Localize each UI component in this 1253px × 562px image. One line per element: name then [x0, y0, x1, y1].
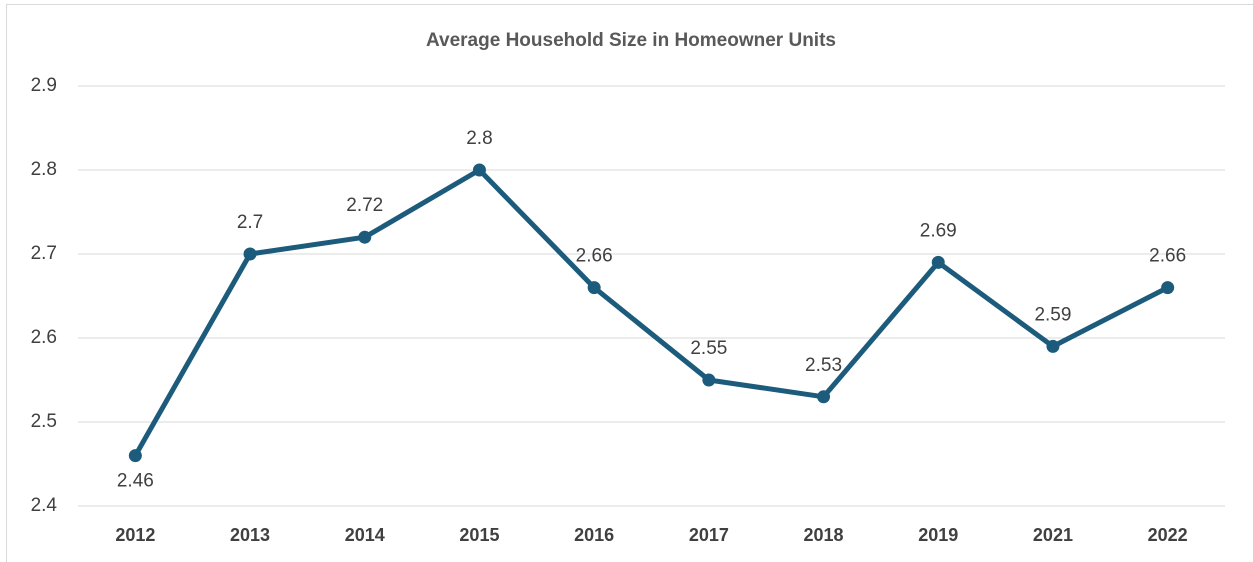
data-point — [587, 281, 601, 295]
data-label: 2.53 — [805, 355, 842, 376]
data-point — [702, 373, 716, 387]
y-tick-label: 2.6 — [31, 327, 57, 348]
data-label: 2.66 — [576, 246, 613, 267]
data-label: 2.59 — [1034, 304, 1071, 325]
data-label: 2.69 — [920, 220, 957, 241]
data-label: 2.8 — [466, 128, 492, 149]
chart-frame — [6, 4, 1253, 562]
x-tick-label: 2016 — [574, 525, 614, 545]
data-point — [128, 449, 142, 463]
y-tick-label: 2.7 — [31, 243, 57, 264]
x-tick-label: 2019 — [918, 525, 958, 545]
data-label: 2.55 — [690, 338, 727, 359]
y-tick-label: 2.8 — [31, 159, 57, 180]
data-point — [358, 230, 372, 244]
x-tick-label: 2015 — [459, 525, 499, 545]
y-tick-label: 2.4 — [31, 495, 58, 516]
x-tick-label: 2013 — [230, 525, 270, 545]
data-point — [931, 255, 945, 269]
data-label: 2.7 — [237, 212, 263, 233]
data-point — [1046, 339, 1060, 353]
data-label: 2.46 — [117, 471, 154, 492]
y-tick-label: 2.9 — [31, 75, 57, 96]
data-point — [243, 247, 257, 261]
data-point — [817, 390, 831, 404]
x-tick-label: 2014 — [345, 525, 385, 545]
x-tick-label: 2017 — [689, 525, 729, 545]
data-point — [472, 163, 486, 177]
x-tick-label: 2021 — [1033, 525, 1073, 545]
x-tick-label: 2012 — [115, 525, 155, 545]
x-tick-label: 2018 — [804, 525, 844, 545]
x-tick-label: 2022 — [1148, 525, 1188, 545]
y-tick-label: 2.5 — [31, 411, 57, 432]
data-line — [133, 167, 1169, 457]
chart-title: Average Household Size in Homeowner Unit… — [426, 30, 836, 51]
data-label: 2.66 — [1149, 246, 1186, 267]
data-label: 2.72 — [346, 195, 383, 216]
data-point — [1161, 281, 1175, 295]
